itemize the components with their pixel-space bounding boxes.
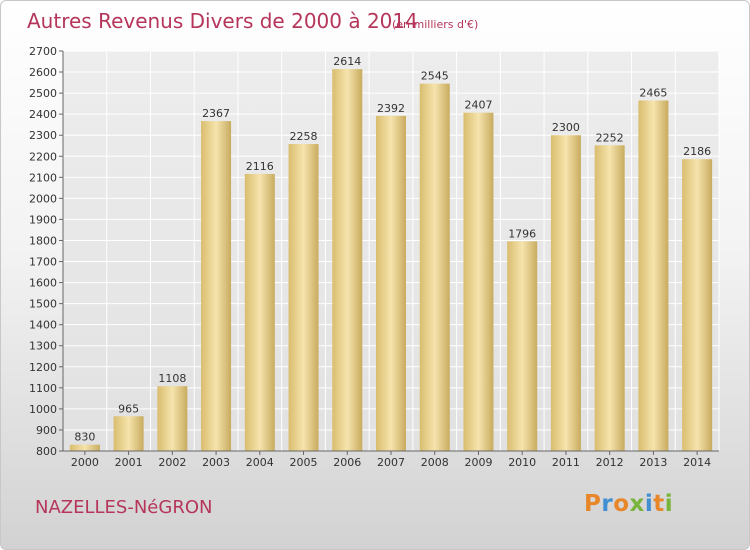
logo-letter: o — [613, 491, 630, 517]
bar — [638, 100, 669, 451]
data-label: 2186 — [683, 145, 711, 158]
bar — [332, 69, 363, 452]
bar — [157, 386, 188, 451]
y-tick-label: 2600 — [29, 66, 57, 79]
logo-letter: t — [653, 491, 665, 517]
x-tick-label: 2012 — [596, 456, 624, 469]
data-label: 2116 — [246, 160, 274, 173]
y-tick-label: 1900 — [29, 213, 57, 226]
y-tick-label: 1800 — [29, 234, 57, 247]
bar — [507, 241, 538, 451]
x-tick-label: 2002 — [158, 456, 186, 469]
data-label: 2407 — [464, 99, 492, 112]
data-label: 2367 — [202, 107, 230, 120]
bar — [244, 173, 275, 451]
data-label: 2252 — [596, 131, 624, 144]
chart-subtitle: (en milliers d'€) — [392, 18, 479, 31]
x-tick-label: 2007 — [377, 456, 405, 469]
bar — [201, 121, 232, 452]
data-label: 2614 — [333, 55, 361, 68]
logo-letter: r — [601, 491, 614, 517]
data-label: 2545 — [421, 70, 449, 83]
logo-letter: i — [664, 491, 674, 517]
y-tick-label: 2500 — [29, 87, 57, 100]
x-tick-label: 2009 — [464, 456, 492, 469]
x-tick-label: 2004 — [246, 456, 274, 469]
location-name: NAZELLES-NéGRON — [35, 497, 213, 518]
x-tick-label: 2000 — [71, 456, 99, 469]
data-label: 2465 — [639, 86, 667, 99]
data-label: 2392 — [377, 102, 405, 115]
data-label: 2258 — [290, 130, 318, 143]
y-tick-label: 1200 — [29, 361, 57, 374]
y-tick-label: 2100 — [29, 171, 57, 184]
data-label: 1796 — [508, 227, 536, 240]
y-tick-label: 1600 — [29, 277, 57, 290]
bar — [550, 135, 581, 452]
data-label: 830 — [74, 431, 95, 444]
x-tick-label: 2014 — [683, 456, 711, 469]
bar — [113, 416, 144, 451]
y-tick-label: 1000 — [29, 403, 57, 416]
x-tick-label: 2003 — [202, 456, 230, 469]
logo-letter: P — [584, 491, 602, 517]
y-tick-label: 1500 — [29, 298, 57, 311]
x-tick-label: 2008 — [421, 456, 449, 469]
bar — [376, 115, 406, 451]
y-tick-label: 1300 — [29, 340, 57, 353]
y-tick-label: 2200 — [29, 150, 57, 163]
bar — [69, 444, 100, 451]
bar — [594, 145, 625, 451]
x-tick-label: 2013 — [639, 456, 667, 469]
y-tick-label: 1400 — [29, 319, 57, 332]
x-tick-label: 2006 — [333, 456, 361, 469]
y-tick-label: 800 — [36, 445, 57, 458]
y-tick-label: 900 — [36, 424, 57, 437]
data-label: 2300 — [552, 121, 580, 134]
x-tick-label: 2010 — [508, 456, 536, 469]
chart-title: Autres Revenus Divers de 2000 à 2014 — [27, 9, 418, 33]
y-tick-label: 1100 — [29, 382, 57, 395]
data-label: 965 — [118, 402, 139, 415]
y-tick-label: 2400 — [29, 108, 57, 121]
y-tick-label: 1700 — [29, 256, 57, 269]
y-tick-label: 2300 — [29, 129, 57, 142]
bar — [288, 144, 319, 452]
logo-letter: x — [629, 491, 645, 517]
x-tick-label: 2011 — [552, 456, 580, 469]
y-tick-label: 2000 — [29, 192, 57, 205]
bar — [682, 159, 713, 452]
proxiti-logo[interactable]: Proxiti — [584, 491, 673, 517]
x-tick-label: 2005 — [290, 456, 318, 469]
x-tick-label: 2001 — [115, 456, 143, 469]
logo-letter: i — [644, 491, 654, 517]
bar — [463, 112, 494, 452]
y-tick-label: 2700 — [29, 45, 57, 58]
data-label: 1108 — [158, 372, 186, 385]
bar — [419, 83, 450, 451]
